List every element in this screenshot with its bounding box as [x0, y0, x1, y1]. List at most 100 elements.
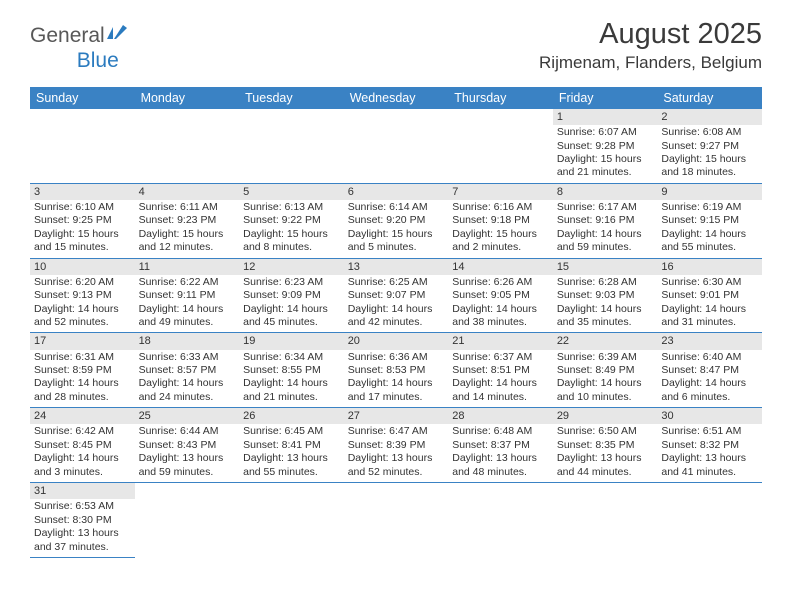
day-number: 14	[448, 259, 553, 275]
day-details: Sunrise: 6:45 AMSunset: 8:41 PMDaylight:…	[243, 425, 340, 479]
calendar-cell: 5Sunrise: 6:13 AMSunset: 9:22 PMDaylight…	[239, 183, 344, 258]
day-number: 27	[344, 408, 449, 424]
day-number: 30	[657, 408, 762, 424]
calendar-cell: 18 Sunrise: 6:33 AMSunset: 8:57 PMDayligh…	[135, 333, 240, 408]
calendar-cell: 7Sunrise: 6:16 AMSunset: 9:18 PMDaylight…	[448, 183, 553, 258]
day-details: Sunrise: 6:39 AMSunset: 8:49 PMDaylight:…	[557, 351, 654, 405]
day-details: Sunrise: 6:07 AMSunset: 9:28 PMDaylight:…	[557, 126, 654, 180]
calendar-row: 1Sunrise: 6:07 AMSunset: 9:28 PMDaylight…	[30, 109, 762, 183]
day-details: Sunrise: 6:28 AMSunset: 9:03 PMDaylight:…	[557, 276, 654, 330]
day-header-row: Sunday Monday Tuesday Wednesday Thursday…	[30, 87, 762, 109]
location: Rijmenam, Flanders, Belgium	[539, 53, 762, 73]
logo-text-blue: Blue	[77, 49, 119, 73]
calendar-cell: 25Sunrise: 6:44 AMSunset: 8:43 PMDayligh…	[135, 408, 240, 483]
day-number: 15	[553, 259, 658, 275]
day-number: 7	[448, 184, 553, 200]
calendar-cell: 15Sunrise: 6:28 AMSunset: 9:03 PMDayligh…	[553, 258, 658, 333]
day-details: Sunrise: 6:22 AMSunset: 9:11 PMDaylight:…	[139, 276, 236, 330]
day-number: 16	[657, 259, 762, 275]
calendar-cell	[135, 483, 240, 558]
day-number: 11	[135, 259, 240, 275]
day-details: Sunrise: 6:08 AMSunset: 9:27 PMDaylight:…	[661, 126, 758, 180]
calendar-cell: 2Sunrise: 6:08 AMSunset: 9:27 PMDaylight…	[657, 109, 762, 183]
day-number: 28	[448, 408, 553, 424]
day-details: Sunrise: 6:10 AMSunset: 9:25 PMDaylight:…	[34, 201, 131, 255]
day-details: Sunrise: 6:31 AMSunset: 8:59 PMDaylight:…	[34, 351, 131, 405]
day-details: Sunrise: 6:23 AMSunset: 9:09 PMDaylight:…	[243, 276, 340, 330]
day-number: 17	[30, 333, 135, 349]
calendar-cell: 17 Sunrise: 6:31 AMSunset: 8:59 PMDayligh…	[30, 333, 135, 408]
day-number: 2	[657, 109, 762, 125]
day-number: 18	[135, 333, 240, 349]
day-header: Saturday	[657, 87, 762, 109]
day-details: Sunrise: 6:14 AMSunset: 9:20 PMDaylight:…	[348, 201, 445, 255]
day-details: Sunrise: 6:50 AMSunset: 8:35 PMDaylight:…	[557, 425, 654, 479]
day-number: 19	[239, 333, 344, 349]
calendar-cell: 29Sunrise: 6:50 AMSunset: 8:35 PMDayligh…	[553, 408, 658, 483]
day-number: 31	[30, 483, 135, 499]
logo-text-general: General	[30, 24, 105, 48]
day-number: 13	[344, 259, 449, 275]
calendar-cell: 10Sunrise: 6:20 AMSunset: 9:13 PMDayligh…	[30, 258, 135, 333]
calendar-cell: 24Sunrise: 6:42 AMSunset: 8:45 PMDayligh…	[30, 408, 135, 483]
day-details: Sunrise: 6:19 AMSunset: 9:15 PMDaylight:…	[661, 201, 758, 255]
calendar-cell	[344, 109, 449, 183]
day-number: 21	[448, 333, 553, 349]
day-number: 5	[239, 184, 344, 200]
calendar-cell: 4Sunrise: 6:11 AMSunset: 9:23 PMDaylight…	[135, 183, 240, 258]
day-number: 22	[553, 333, 658, 349]
day-details: Sunrise: 6:34 AMSunset: 8:55 PMDaylight:…	[243, 351, 340, 405]
calendar-cell	[135, 109, 240, 183]
day-header: Wednesday	[344, 87, 449, 109]
calendar-cell	[553, 483, 658, 558]
calendar-cell	[239, 483, 344, 558]
calendar-cell: 30Sunrise: 6:51 AMSunset: 8:32 PMDayligh…	[657, 408, 762, 483]
day-number: 10	[30, 259, 135, 275]
calendar-cell: 3Sunrise: 6:10 AMSunset: 9:25 PMDaylight…	[30, 183, 135, 258]
calendar-cell: 19 Sunrise: 6:34 AMSunset: 8:55 PMDayligh…	[239, 333, 344, 408]
day-header: Sunday	[30, 87, 135, 109]
day-details: Sunrise: 6:36 AMSunset: 8:53 PMDaylight:…	[348, 351, 445, 405]
day-details: Sunrise: 6:47 AMSunset: 8:39 PMDaylight:…	[348, 425, 445, 479]
day-details: Sunrise: 6:44 AMSunset: 8:43 PMDaylight:…	[139, 425, 236, 479]
calendar-cell: 1Sunrise: 6:07 AMSunset: 9:28 PMDaylight…	[553, 109, 658, 183]
day-details: Sunrise: 6:37 AMSunset: 8:51 PMDaylight:…	[452, 351, 549, 405]
calendar-cell: 12Sunrise: 6:23 AMSunset: 9:09 PMDayligh…	[239, 258, 344, 333]
calendar-cell: 14Sunrise: 6:26 AMSunset: 9:05 PMDayligh…	[448, 258, 553, 333]
day-number: 24	[30, 408, 135, 424]
day-number: 20	[344, 333, 449, 349]
title-block: August 2025 Rijmenam, Flanders, Belgium	[539, 18, 762, 73]
day-details: Sunrise: 6:13 AMSunset: 9:22 PMDaylight:…	[243, 201, 340, 255]
calendar-cell: 20 Sunrise: 6:36 AMSunset: 8:53 PMDayligh…	[344, 333, 449, 408]
calendar-cell	[30, 109, 135, 183]
calendar-cell: 9Sunrise: 6:19 AMSunset: 9:15 PMDaylight…	[657, 183, 762, 258]
day-header: Thursday	[448, 87, 553, 109]
calendar-cell: 21 Sunrise: 6:37 AMSunset: 8:51 PMDayligh…	[448, 333, 553, 408]
logo: General	[30, 24, 129, 48]
day-details: Sunrise: 6:17 AMSunset: 9:16 PMDaylight:…	[557, 201, 654, 255]
calendar-cell: 28Sunrise: 6:48 AMSunset: 8:37 PMDayligh…	[448, 408, 553, 483]
day-number: 23	[657, 333, 762, 349]
day-details: Sunrise: 6:11 AMSunset: 9:23 PMDaylight:…	[139, 201, 236, 255]
day-number: 3	[30, 184, 135, 200]
calendar-table: Sunday Monday Tuesday Wednesday Thursday…	[30, 87, 762, 558]
calendar-cell: 16Sunrise: 6:30 AMSunset: 9:01 PMDayligh…	[657, 258, 762, 333]
calendar-cell: 13Sunrise: 6:25 AMSunset: 9:07 PMDayligh…	[344, 258, 449, 333]
day-details: Sunrise: 6:51 AMSunset: 8:32 PMDaylight:…	[661, 425, 758, 479]
calendar-cell: 26Sunrise: 6:45 AMSunset: 8:41 PMDayligh…	[239, 408, 344, 483]
day-details: Sunrise: 6:40 AMSunset: 8:47 PMDaylight:…	[661, 351, 758, 405]
day-details: Sunrise: 6:33 AMSunset: 8:57 PMDaylight:…	[139, 351, 236, 405]
day-number: 9	[657, 184, 762, 200]
flag-icon	[107, 25, 129, 46]
day-number: 4	[135, 184, 240, 200]
calendar-cell: 11Sunrise: 6:22 AMSunset: 9:11 PMDayligh…	[135, 258, 240, 333]
day-number: 25	[135, 408, 240, 424]
day-details: Sunrise: 6:20 AMSunset: 9:13 PMDaylight:…	[34, 276, 131, 330]
day-header: Tuesday	[239, 87, 344, 109]
calendar-cell	[344, 483, 449, 558]
calendar-cell: 8Sunrise: 6:17 AMSunset: 9:16 PMDaylight…	[553, 183, 658, 258]
day-header: Friday	[553, 87, 658, 109]
calendar-row: 31Sunrise: 6:53 AMSunset: 8:30 PMDayligh…	[30, 483, 762, 558]
day-details: Sunrise: 6:42 AMSunset: 8:45 PMDaylight:…	[34, 425, 131, 479]
calendar-row: 17 Sunrise: 6:31 AMSunset: 8:59 PMDayligh…	[30, 333, 762, 408]
